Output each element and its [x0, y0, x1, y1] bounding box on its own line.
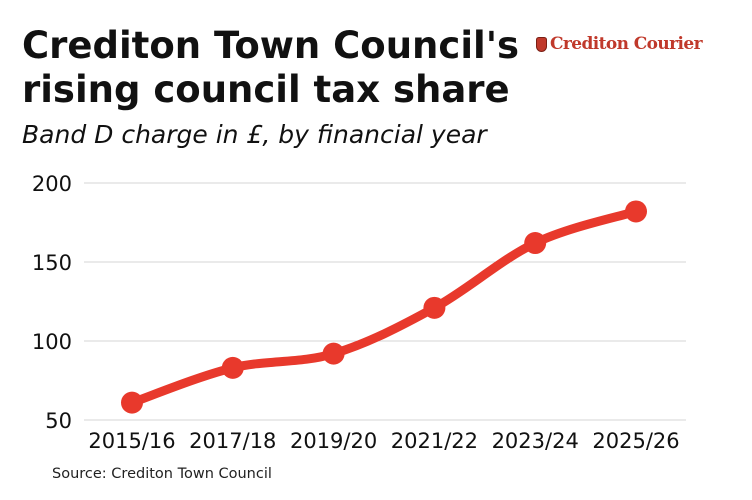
data-point-2025-26 [625, 200, 647, 223]
series-line [127, 206, 641, 408]
x-tick-label-2025-26: 2025/26 [592, 429, 679, 453]
data-point-2015-16 [121, 391, 143, 414]
data-point-2019-20 [322, 342, 345, 365]
crest-icon [536, 36, 547, 52]
y-tick-label-50: 50 [45, 409, 72, 433]
x-tick-label-2023-24: 2023/24 [492, 429, 579, 453]
chart-subtitle: Band D charge in £, by financial year [22, 120, 487, 149]
y-tick-label-150: 150 [32, 251, 72, 275]
data-point-2017-18 [221, 356, 244, 379]
publisher-logo: Crediton Courier [536, 34, 703, 54]
data-point-2021-22 [423, 296, 446, 319]
chart-title: Crediton Town Council's rising council t… [22, 24, 520, 111]
y-tick-label-200: 200 [32, 172, 72, 196]
data-point-2023-24 [524, 232, 547, 255]
logo-text: Crediton Courier [550, 34, 703, 54]
x-tick-label-2015-16: 2015/16 [88, 429, 175, 453]
x-tick-label-2017-18: 2017/18 [189, 429, 276, 453]
x-tick-label-2021-22: 2021/22 [391, 429, 478, 453]
source-note: Source: Crediton Town Council [52, 466, 272, 482]
y-tick-label-100: 100 [32, 330, 72, 354]
x-tick-label-2019-20: 2019/20 [290, 429, 377, 453]
